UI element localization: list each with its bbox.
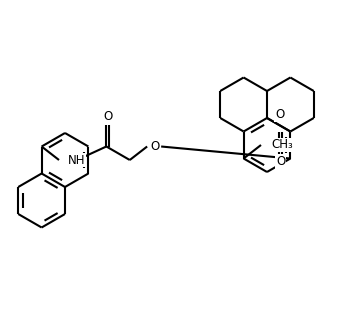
Text: O: O	[275, 109, 284, 121]
Text: CH₃: CH₃	[271, 138, 293, 151]
Text: O: O	[150, 140, 160, 153]
Text: O: O	[104, 110, 113, 123]
Text: NH: NH	[68, 153, 86, 167]
Text: O: O	[276, 155, 285, 168]
